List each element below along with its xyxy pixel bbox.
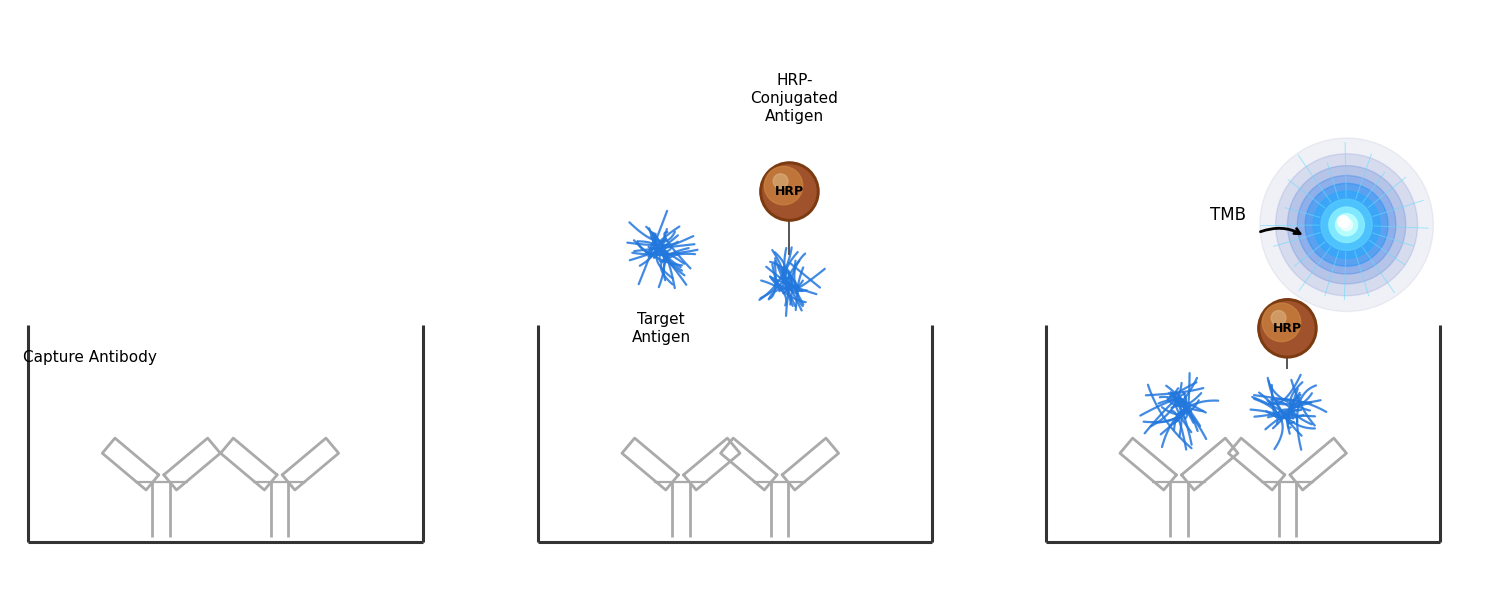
- Text: Capture Antibody: Capture Antibody: [22, 350, 158, 365]
- Circle shape: [1275, 154, 1418, 296]
- Circle shape: [1287, 166, 1406, 284]
- Circle shape: [1260, 138, 1434, 311]
- Circle shape: [760, 162, 819, 221]
- Text: Target
Antigen: Target Antigen: [632, 312, 692, 345]
- Text: TMB: TMB: [1210, 206, 1246, 224]
- Circle shape: [1262, 302, 1314, 355]
- Text: HRP-
Conjugated
Antigen: HRP- Conjugated Antigen: [750, 73, 839, 124]
- Circle shape: [764, 165, 816, 218]
- Circle shape: [1329, 207, 1365, 242]
- Circle shape: [765, 166, 802, 205]
- Circle shape: [1335, 214, 1358, 236]
- Circle shape: [1298, 175, 1396, 274]
- Circle shape: [1258, 299, 1317, 358]
- Text: HRP: HRP: [1274, 322, 1302, 335]
- Circle shape: [1322, 199, 1372, 250]
- Circle shape: [1312, 191, 1380, 259]
- Circle shape: [1305, 184, 1388, 266]
- Circle shape: [1338, 216, 1350, 227]
- Circle shape: [1341, 219, 1353, 230]
- Circle shape: [772, 174, 788, 188]
- Circle shape: [1263, 303, 1300, 341]
- Circle shape: [1270, 311, 1286, 325]
- Text: HRP: HRP: [776, 185, 804, 198]
